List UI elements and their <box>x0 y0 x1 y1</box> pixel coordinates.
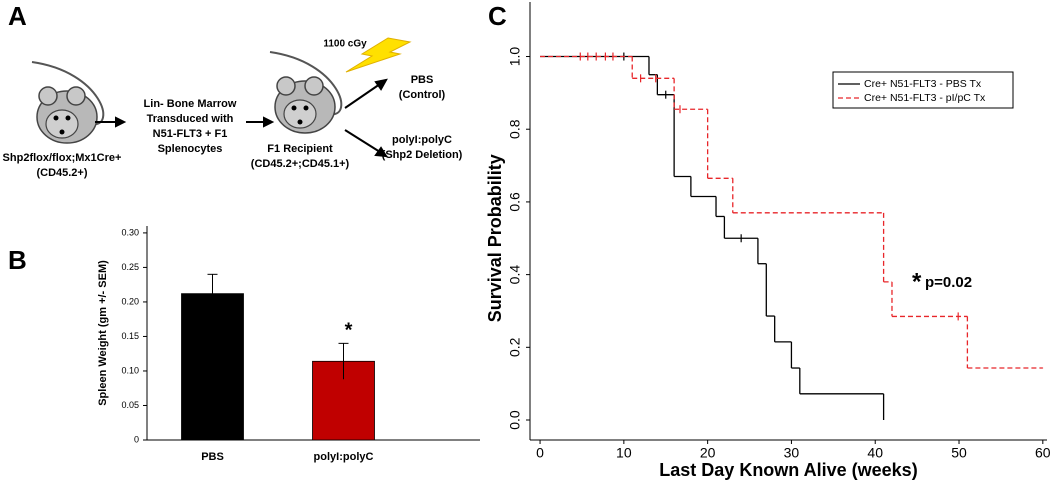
diagram-label: Splenocytes <box>158 143 223 155</box>
diagram-label: (Shp2 Deletion) <box>382 149 463 161</box>
diagram-label: (CD45.2+) <box>36 167 87 179</box>
y-tick-label: 1.0 <box>507 47 523 67</box>
y-tick-label: 0.15 <box>121 331 139 341</box>
diagram-label: F1 Recipient <box>267 143 333 155</box>
diagram-label: PBS <box>411 74 434 86</box>
y-axis-label: Survival Probability <box>485 154 505 322</box>
y-tick-label: 0.8 <box>507 119 523 139</box>
legend-box <box>832 71 1014 109</box>
y-tick-label: 0.25 <box>121 262 139 272</box>
significance-mark: * <box>345 320 353 342</box>
x-tick-label: 60 <box>1035 445 1050 461</box>
x-tick-label: 20 <box>700 445 716 461</box>
panel-label: C <box>488 1 507 31</box>
annotation-mark: * <box>912 268 922 295</box>
y-tick-label: 0.05 <box>121 400 139 410</box>
annotation: p=0.02 <box>925 274 972 291</box>
x-axis-label: Last Day Known Alive (weeks) <box>659 460 917 480</box>
panel-label: A <box>8 1 27 31</box>
y-tick-label: 0.0 <box>507 410 523 430</box>
diagram-label: Lin- Bone Marrow <box>144 98 237 110</box>
diagram-label: (Control) <box>399 89 446 101</box>
diagram-label: (CD45.2+;CD45.1+) <box>251 158 350 170</box>
legend-label: Cre+ N51-FLT3 - pI/pC Tx <box>864 92 986 104</box>
x-tick-label: polyI:polyC <box>314 451 374 463</box>
lightning-icon <box>345 37 412 73</box>
arrows <box>95 78 388 158</box>
x-tick-label: 40 <box>867 445 883 461</box>
legend-label: Cre+ N51-FLT3 - PBS Tx <box>864 78 982 90</box>
panel-label: B <box>8 245 27 275</box>
x-tick-label: 0 <box>536 445 544 461</box>
y-tick-label: 0.2 <box>507 337 523 357</box>
mouse-icon <box>269 51 343 134</box>
x-tick-label: 10 <box>616 445 632 461</box>
y-tick-label: 0 <box>134 434 139 444</box>
diagram-label: Shp2flox/flox;Mx1Cre+ <box>3 152 122 164</box>
x-tick-label: 30 <box>784 445 800 461</box>
y-tick-label: 0.4 <box>507 265 523 285</box>
bar <box>181 293 244 441</box>
diagram-label: Transduced with <box>147 113 234 125</box>
y-tick-label: 0.6 <box>507 192 523 212</box>
y-axis-label: Spleen Weight (gm +/- SEM) <box>97 260 109 406</box>
y-tick-label: 0.20 <box>121 296 139 306</box>
diagram-label: polyI:polyC <box>392 134 452 146</box>
x-tick-label: 50 <box>951 445 967 461</box>
mouse-icon <box>31 61 105 144</box>
y-tick-label: 0.10 <box>121 365 139 375</box>
diagram-label: 1100 cGy <box>323 39 367 50</box>
diagram-label: N51-FLT3 + F1 <box>153 128 228 140</box>
y-tick-label: 0.30 <box>121 227 139 237</box>
x-tick-label: PBS <box>201 451 224 463</box>
